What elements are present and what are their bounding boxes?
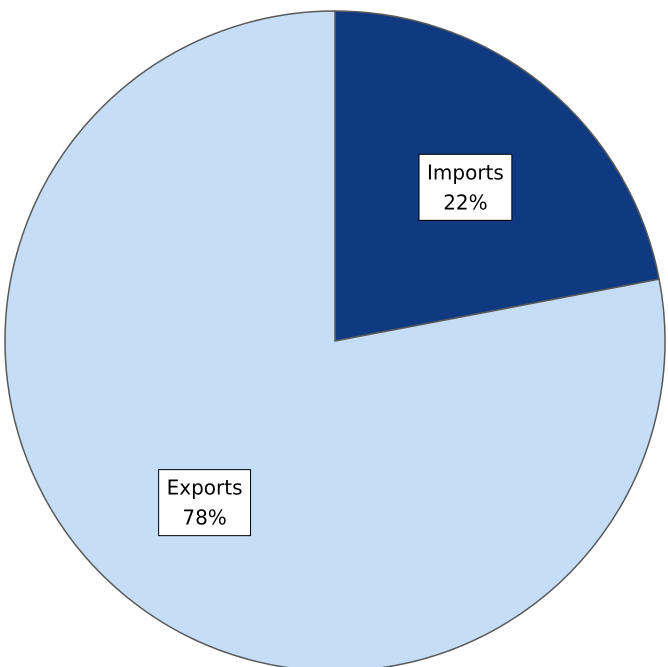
pie-slice-exports-name: Exports [167, 476, 243, 500]
pie-slice-exports-percent: 78% [182, 506, 226, 530]
pie-slice-imports-label: Imports 22% [418, 153, 513, 221]
pie-slice-exports-label-box [158, 469, 252, 537]
pie-slice-imports-percent: 22% [443, 190, 487, 214]
pie-slices-layer [4, 10, 666, 667]
pie-labels-layer: Imports 22% Exports 78% [158, 153, 513, 537]
pie-slice-imports-label-box [418, 153, 513, 221]
pie-slice-imports-name: Imports [427, 160, 504, 184]
pie-slice-exports-label: Exports 78% [158, 469, 252, 537]
